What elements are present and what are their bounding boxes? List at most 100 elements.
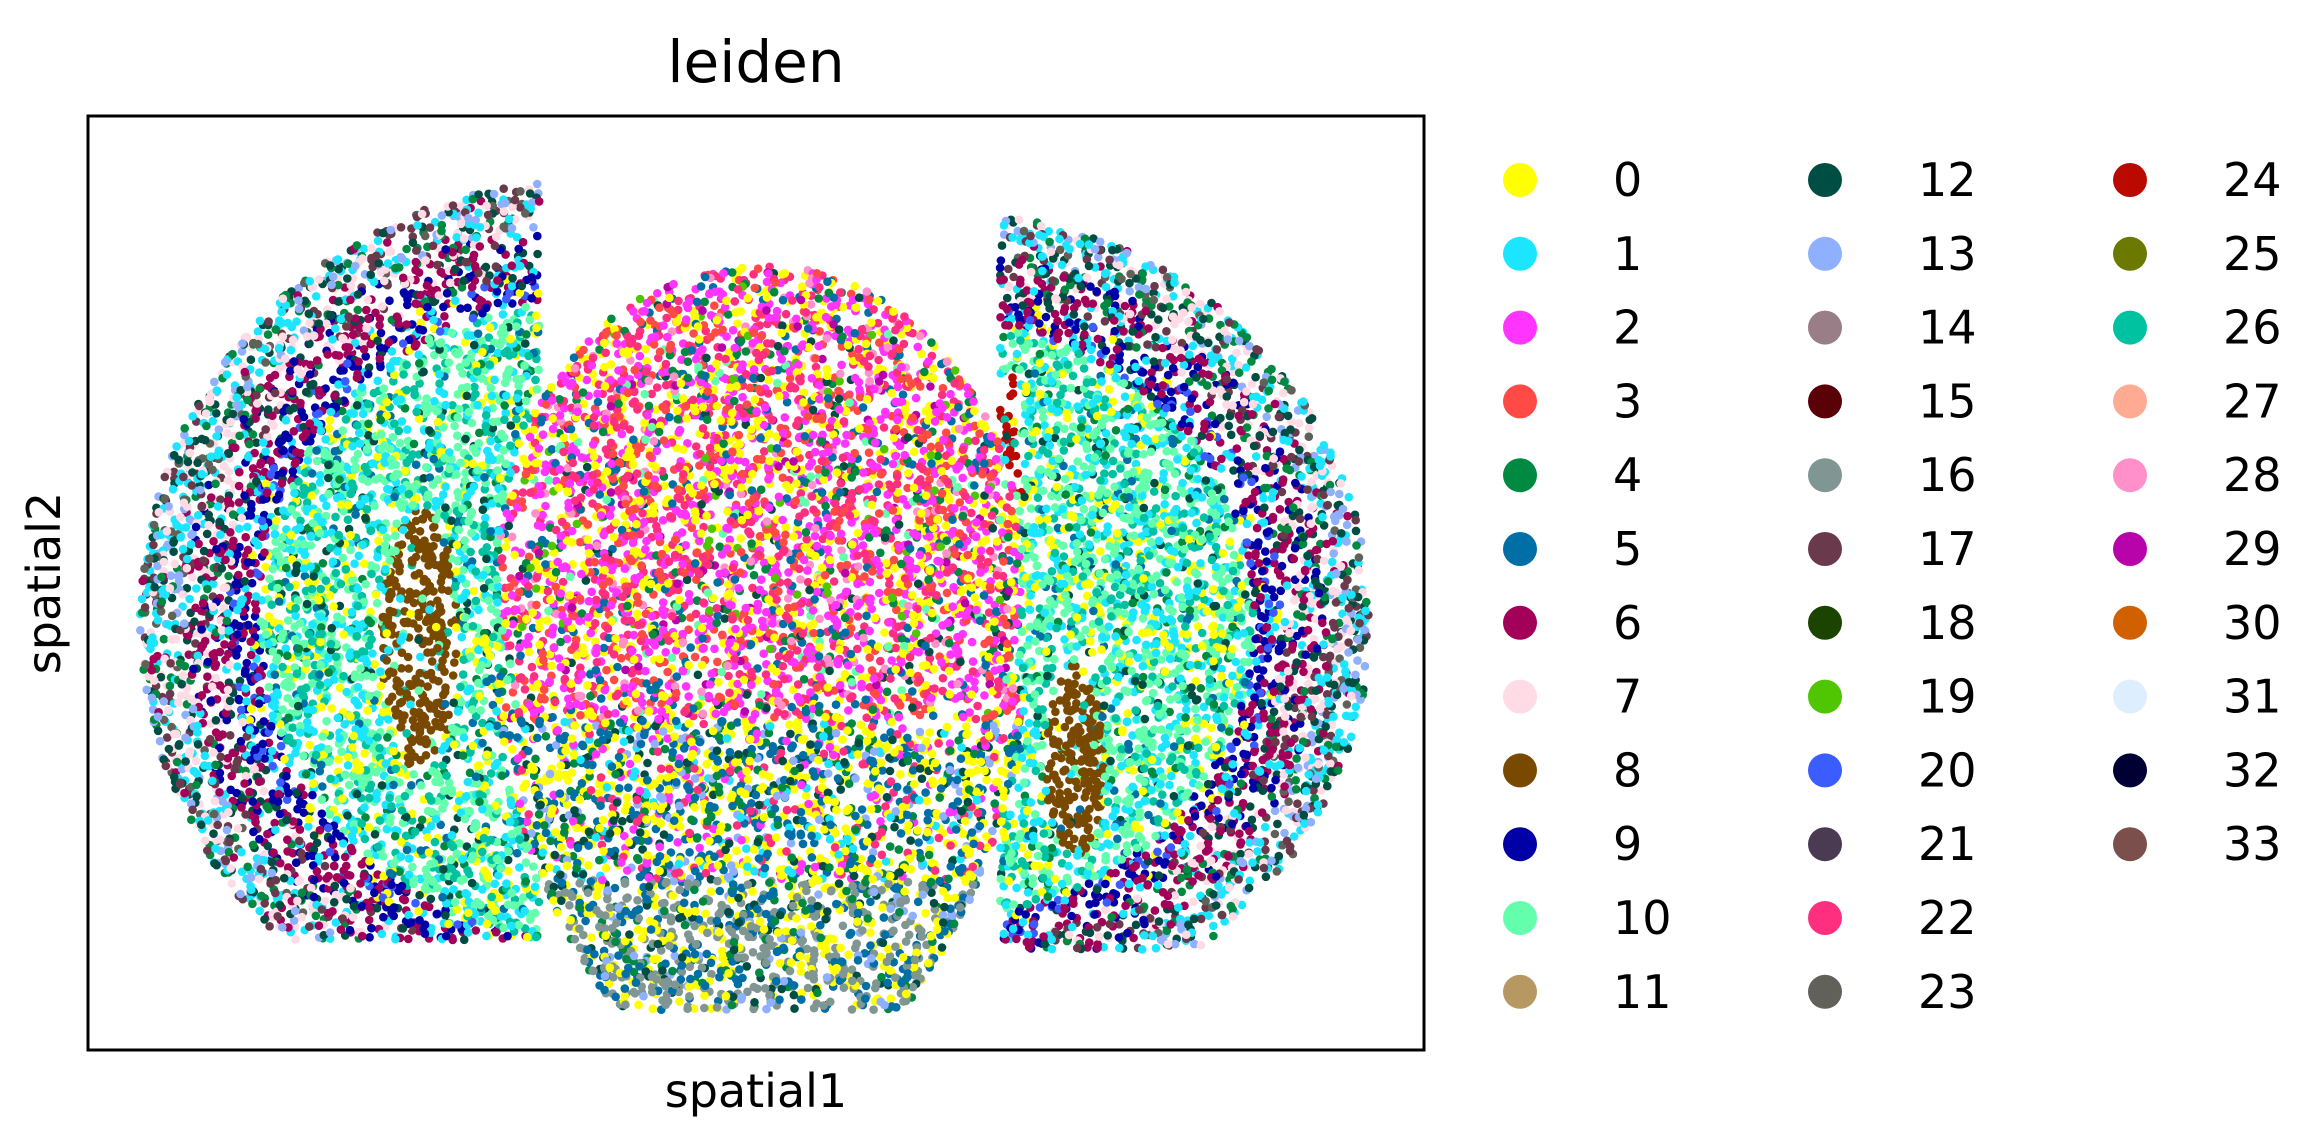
chart-title: leiden (667, 28, 844, 96)
point-cluster-2 (844, 706, 853, 715)
point-cluster-10 (1096, 578, 1106, 588)
point-cluster-26 (480, 485, 490, 494)
point-cluster-1 (1024, 718, 1034, 728)
point-cluster-16 (904, 930, 914, 940)
point-cluster-9 (533, 231, 542, 241)
point-cluster-9 (996, 256, 1006, 265)
point-cluster-2 (559, 683, 569, 693)
point-cluster-2 (658, 516, 668, 525)
point-cluster-12 (1125, 278, 1134, 288)
point-cluster-1 (1185, 831, 1195, 841)
point-cluster-13 (214, 425, 224, 434)
point-cluster-1 (1101, 429, 1111, 438)
point-cluster-10 (361, 580, 371, 589)
point-cluster-3 (609, 675, 619, 685)
point-cluster-2 (681, 682, 691, 691)
point-cluster-22 (874, 355, 883, 365)
point-cluster-10 (1026, 504, 1036, 513)
point-cluster-0 (1118, 727, 1127, 737)
point-cluster-22 (876, 656, 885, 666)
point-cluster-16 (884, 879, 893, 888)
point-cluster-0 (714, 677, 723, 687)
point-cluster-0 (634, 1000, 643, 1009)
point-cluster-4 (999, 332, 1008, 342)
point-cluster-0 (781, 522, 790, 532)
point-cluster-8 (434, 676, 443, 686)
point-cluster-8 (397, 664, 406, 673)
point-cluster-0 (881, 558, 891, 568)
point-cluster-10 (1079, 504, 1089, 514)
point-cluster-5 (512, 848, 522, 858)
point-cluster-4 (683, 357, 693, 367)
point-cluster-7 (385, 247, 394, 257)
point-cluster-0 (941, 521, 951, 531)
point-cluster-5 (596, 694, 606, 703)
point-cluster-5 (857, 805, 867, 814)
point-cluster-13 (1270, 806, 1280, 816)
point-cluster-0 (840, 670, 850, 679)
point-cluster-12 (169, 547, 178, 556)
point-cluster-0 (801, 791, 811, 800)
point-cluster-10 (1060, 424, 1069, 434)
point-cluster-1 (359, 244, 369, 254)
point-cluster-4 (680, 920, 690, 930)
point-cluster-7 (363, 295, 373, 305)
point-cluster-10 (318, 732, 327, 741)
point-cluster-26 (1057, 859, 1067, 868)
point-cluster-10 (452, 431, 462, 441)
point-cluster-9 (361, 352, 371, 361)
point-cluster-0 (863, 645, 872, 654)
point-cluster-1 (1132, 635, 1141, 645)
point-cluster-26 (1068, 371, 1078, 381)
point-cluster-22 (767, 339, 776, 348)
point-cluster-13 (1125, 286, 1134, 296)
point-cluster-2 (840, 439, 850, 448)
point-cluster-12 (890, 822, 899, 832)
point-cluster-12 (153, 726, 163, 736)
point-cluster-26 (456, 682, 465, 692)
point-cluster-12 (426, 894, 436, 904)
point-cluster-13 (1329, 549, 1338, 558)
point-cluster-6 (223, 753, 233, 763)
point-cluster-17 (1282, 648, 1291, 657)
point-cluster-2 (629, 825, 638, 834)
point-cluster-12 (329, 898, 339, 907)
point-cluster-3 (955, 498, 965, 507)
point-cluster-12 (202, 529, 212, 539)
point-cluster-12 (167, 593, 177, 603)
scatter-points (136, 179, 1373, 1014)
point-cluster-2 (707, 669, 716, 678)
point-cluster-5 (615, 784, 624, 793)
point-cluster-5 (351, 510, 360, 519)
point-cluster-13 (988, 826, 997, 836)
point-cluster-26 (1235, 560, 1245, 570)
point-cluster-8 (404, 664, 414, 673)
point-cluster-7 (223, 428, 232, 438)
point-cluster-6 (1050, 309, 1060, 319)
point-cluster-1 (742, 844, 751, 853)
point-cluster-1 (1111, 632, 1120, 641)
point-cluster-0 (632, 754, 642, 763)
point-cluster-12 (1261, 872, 1271, 882)
point-cluster-4 (1047, 843, 1057, 853)
point-cluster-0 (1096, 547, 1105, 556)
point-cluster-5 (810, 838, 819, 848)
point-cluster-1 (360, 803, 369, 812)
point-cluster-1 (1338, 609, 1347, 619)
point-cluster-0 (324, 424, 334, 433)
point-cluster-26 (1079, 364, 1089, 373)
point-cluster-0 (584, 861, 593, 870)
point-cluster-3 (916, 382, 925, 391)
point-cluster-4 (990, 799, 999, 808)
point-cluster-10 (388, 432, 398, 442)
point-cluster-26 (415, 379, 424, 388)
point-cluster-2 (967, 637, 977, 647)
point-cluster-1 (1241, 363, 1251, 372)
point-cluster-22 (518, 488, 528, 497)
point-cluster-26 (1110, 582, 1120, 592)
point-cluster-0 (583, 681, 592, 690)
point-cluster-0 (1207, 723, 1216, 733)
point-cluster-1 (1064, 861, 1073, 871)
point-cluster-7 (259, 786, 268, 796)
point-cluster-10 (529, 862, 538, 871)
